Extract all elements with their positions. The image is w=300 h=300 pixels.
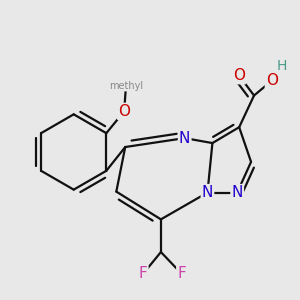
Text: O: O — [266, 73, 278, 88]
Text: methyl: methyl — [109, 81, 143, 91]
Text: O: O — [233, 68, 245, 83]
Text: F: F — [177, 266, 186, 281]
Text: F: F — [139, 266, 147, 281]
Text: N: N — [232, 185, 243, 200]
Text: H: H — [277, 59, 287, 73]
Text: N: N — [179, 130, 190, 146]
Text: O: O — [118, 104, 130, 119]
Text: N: N — [202, 185, 213, 200]
